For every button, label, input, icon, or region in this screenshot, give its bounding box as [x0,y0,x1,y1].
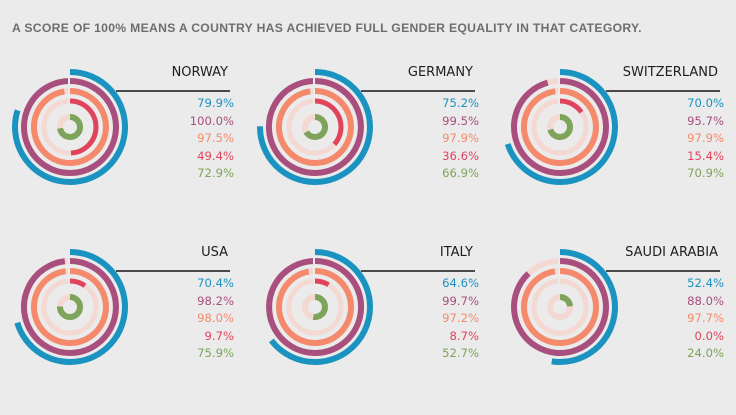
value-label: 24.0% [687,346,724,361]
radial-rings [12,67,128,185]
country-underline [116,90,230,92]
radial-rings [504,67,618,185]
value-label: 98.0% [197,311,234,326]
country-label: SAUDI ARABIA [625,245,718,260]
ring-arc [31,268,109,346]
ring-arc [276,88,354,166]
value-label: 100.0% [189,113,234,128]
value-label: 36.6% [442,148,479,163]
country-panel: GERMANY 75.2% 99.5% 97.9% 36.6% 66.9% [245,65,490,235]
country-label: SWITZERLAND [622,65,718,80]
country-underline [116,270,230,272]
value-label: 70.0% [687,96,724,110]
value-label: 97.9% [442,131,479,146]
ring-arc [511,258,609,356]
country-underline [361,90,475,92]
ring-arc [57,294,83,320]
value-label: 79.9% [197,96,234,110]
radial-rings [511,247,618,365]
ring-track [531,278,589,336]
country-label: GERMANY [407,65,473,80]
value-list: 79.9% 100.0% 97.5% 49.4% 72.9% [190,95,234,183]
value-label: 98.2% [197,293,234,308]
country-underline [606,270,720,272]
ring-track [41,278,99,336]
ring-arc [521,268,599,346]
value-label: 97.9% [687,131,724,146]
value-list: 70.0% 95.7% 97.9% 15.4% 70.9% [687,95,724,183]
ring-arc [14,249,128,365]
ring-arc [69,278,87,288]
value-label: 64.6% [442,276,479,290]
ring-arc [31,88,109,166]
value-label: 88.0% [687,293,724,308]
value-label: 9.7% [204,328,234,343]
ring-arc [551,249,618,365]
ring-arc [268,249,373,365]
value-list: 52.4% 88.0% 97.7% 0.0% 24.0% [687,275,724,363]
value-label: 70.9% [687,166,724,181]
value-list: 75.2% 99.5% 97.9% 36.6% 66.9% [442,95,479,183]
ring-arc [504,69,618,185]
value-label: 70.4% [197,276,234,290]
country-panel: NORWAY 79.9% 100.0% 97.5% 49.4% 72.9% [0,65,245,235]
headline: A SCORE OF 100% MEANS A COUNTRY HAS ACHI… [12,21,642,35]
value-label: 99.7% [442,293,479,308]
ring-arc [276,268,354,346]
ring-arc [314,98,344,146]
ring-track [286,278,344,336]
value-label: 52.4% [687,276,724,290]
value-label: 8.7% [449,328,479,343]
value-label: 15.4% [687,148,724,163]
country-label: ITALY [439,245,473,260]
ring-arc [57,114,83,140]
value-label: 66.9% [442,166,479,181]
ring-arc [266,258,365,356]
value-label: 0.0% [694,328,724,343]
value-label: 52.7% [442,346,479,361]
country-underline [361,270,475,272]
value-label: 75.9% [197,346,234,361]
ring-arc [559,98,584,114]
country-panel: USA 70.4% 98.2% 98.0% 9.7% 75.9% [0,245,245,415]
radial-rings [256,67,373,185]
radial-rings [266,247,373,365]
ring-arc [521,88,599,166]
country-panel: SWITZERLAND 70.0% 95.7% 97.9% 15.4% 70.9% [490,65,735,235]
ring-arc [511,78,609,176]
ring-arc [69,98,99,156]
country-underline [606,90,720,92]
value-label: 97.2% [442,311,479,326]
ring-arc [265,78,364,176]
radial-rings [14,247,128,365]
country-panel: ITALY 64.6% 99.7% 97.2% 8.7% 52.7% [245,245,490,415]
ring-arc [547,114,573,140]
value-label: 99.5% [442,113,479,128]
ring-arc [12,69,128,185]
ring-arc [256,69,373,185]
value-label: 75.2% [442,96,479,110]
country-label: NORWAY [171,65,228,80]
value-list: 70.4% 98.2% 98.0% 9.7% 75.9% [197,275,234,363]
value-label: 97.7% [687,311,724,326]
ring-arc [20,258,119,356]
ring-arc [559,294,573,307]
ring-arc [314,278,330,288]
value-label: 49.4% [197,148,234,163]
ring-arc [20,78,119,176]
ring-arc [303,114,328,140]
value-label: 97.5% [197,131,234,146]
country-panel: SAUDI ARABIA 52.4% 88.0% 97.7% 0.0% 24.0% [490,245,735,415]
value-list: 64.6% 99.7% 97.2% 8.7% 52.7% [442,275,479,363]
value-label: 72.9% [197,166,234,181]
value-label: 95.7% [687,113,724,128]
ring-arc [312,294,328,320]
country-label: USA [201,245,228,260]
